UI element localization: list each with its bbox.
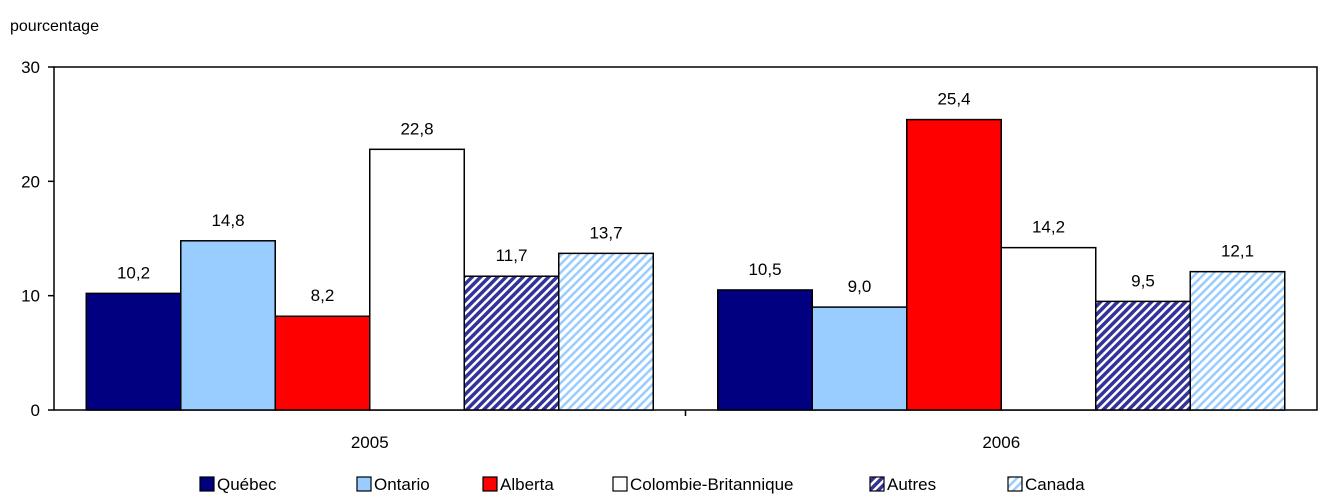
legend-swatch-3 [612, 476, 628, 492]
bar-ontario-2005 [180, 240, 276, 411]
legend-label-0: Québec [217, 475, 277, 494]
bar-ontario-2006 [811, 306, 908, 411]
bar-qu-bec-2006 [717, 289, 813, 411]
data-label-4-1: 9,5 [1131, 271, 1155, 290]
data-label-2-0: 8,2 [311, 286, 335, 305]
bar-qu-bec-2005 [85, 292, 182, 411]
y-tick-label-2: 20 [21, 172, 40, 191]
legend-swatch-5 [1007, 476, 1023, 492]
legend-label-2: Alberta [500, 475, 554, 494]
legend: Québec Ontario Alberta Colombie-Britannique… [199, 475, 1085, 494]
bar-alberta-2006 [906, 118, 1002, 411]
data-label-4-0: 11,7 [496, 246, 528, 265]
data-label-0-1: 10,5 [748, 260, 781, 279]
y-tick-label-3: 30 [21, 58, 40, 77]
y-axis-label: pourcentage [10, 18, 99, 35]
bar-autres-2005 [463, 275, 560, 411]
legend-swatch-4 [869, 476, 885, 492]
plot-area: 0 10 20 30 10,2 14,8 8,2 22,8 11,7 13,7 2005 10,5 9,… [21, 58, 1318, 452]
data-label-5-0: 13,7 [589, 223, 622, 242]
bar-autres-2006 [1095, 300, 1191, 411]
legend-swatch-2 [482, 476, 498, 492]
bar-colombie-britannique-2006 [1000, 246, 1097, 411]
y-tick-label-1: 10 [21, 287, 40, 306]
data-label-5-1: 12,1 [1221, 242, 1254, 261]
x-category-label-0: 2005 [351, 433, 389, 452]
bar-canada-2006 [1189, 270, 1286, 411]
legend-label-3: Colombie-Britannique [630, 475, 793, 494]
legend-label-4: Autres [887, 475, 936, 494]
bar-canada-2005 [558, 252, 654, 411]
data-label-3-0: 22,8 [400, 119, 433, 138]
legend-swatch-0 [199, 476, 215, 492]
legend-label-1: Ontario [374, 475, 430, 494]
x-category-label-1: 2006 [982, 433, 1020, 452]
data-label-3-1: 14,2 [1032, 218, 1065, 237]
legend-swatch-1 [356, 476, 372, 492]
bar-colombie-britannique-2005 [369, 148, 465, 411]
data-label-1-1: 9,0 [848, 277, 872, 296]
data-label-0-0: 10,2 [117, 263, 150, 282]
y-tick-label-0: 0 [31, 401, 40, 420]
legend-label-5: Canada [1025, 475, 1085, 494]
data-label-2-1: 25,4 [937, 90, 970, 109]
data-label-1-0: 14,8 [211, 211, 244, 230]
bar-alberta-2005 [274, 315, 371, 411]
